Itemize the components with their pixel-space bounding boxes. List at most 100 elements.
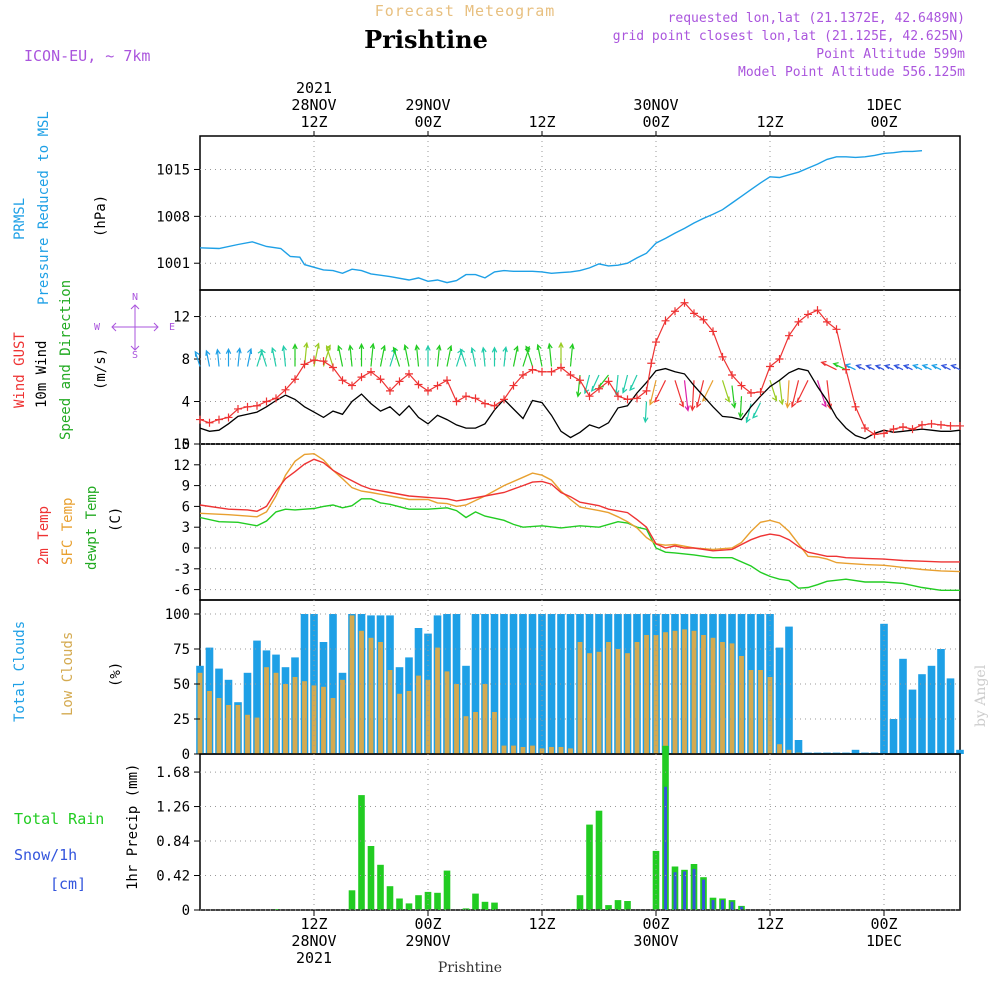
- low-cloud-bar: [501, 745, 507, 754]
- gust-marker: [319, 357, 328, 366]
- wind-arrow: [569, 343, 575, 367]
- time-axis-label: 00Z: [414, 915, 441, 933]
- time-axis-label: 1DEC: [866, 96, 902, 114]
- total-cloud-bar: [785, 626, 793, 754]
- footer-location: Prishtine: [438, 960, 502, 976]
- gust-marker: [889, 425, 898, 434]
- time-axis-label: 29NOV: [405, 932, 450, 950]
- pressure-unit: (hPa): [93, 195, 109, 237]
- low-cloud-bar: [606, 642, 611, 754]
- gust-marker: [633, 394, 641, 403]
- total-cloud-bar: [538, 614, 546, 754]
- clouds-ytick-label: 0: [182, 747, 190, 763]
- clouds-label-low: Low Clouds: [60, 632, 76, 716]
- wind-arrow: [653, 380, 667, 403]
- rain-bar: [586, 824, 593, 910]
- precip-label-rain: Total Rain: [14, 810, 104, 828]
- temp-ytick-label: 6: [182, 499, 190, 515]
- wind-ytick-label: 12: [173, 310, 190, 326]
- wind-arrow: [348, 344, 354, 367]
- temp-ytick-label: 12: [173, 458, 190, 474]
- wind-arrow: [459, 348, 467, 367]
- gust-marker: [813, 306, 822, 315]
- low-cloud-bar: [748, 670, 754, 754]
- wind-arrow: [940, 363, 951, 371]
- rain-bar: [434, 892, 441, 910]
- rain-bar: [396, 898, 403, 910]
- low-cloud-bar: [311, 685, 317, 754]
- gust-marker: [614, 392, 622, 401]
- low-cloud-bar: [197, 672, 203, 754]
- gust-marker: [680, 298, 689, 307]
- wind-ytick-label: 0: [182, 437, 190, 453]
- temp-label-sfc: SFC Temp: [60, 498, 76, 565]
- low-cloud-bar: [682, 629, 687, 754]
- low-cloud-bar: [226, 705, 231, 754]
- temp-ytick-label: 15: [173, 437, 190, 453]
- gust-marker: [842, 365, 850, 374]
- precip-label-snow: Snow/1h: [14, 846, 77, 864]
- wind-arrow: [820, 360, 837, 371]
- low-cloud-bar: [530, 745, 535, 754]
- gust-marker: [908, 425, 917, 434]
- gust-marker: [832, 325, 841, 334]
- wind-arrow: [629, 374, 638, 392]
- time-axis-label: 00Z: [870, 113, 897, 131]
- gust-marker: [243, 402, 252, 411]
- wind-arrow: [921, 363, 932, 371]
- gust-marker: [386, 386, 394, 395]
- temp-ytick-label: -3: [173, 562, 190, 578]
- low-cloud-bar: [416, 675, 421, 754]
- low-cloud-bar: [330, 698, 336, 754]
- time-axis-label: 12Z: [528, 915, 555, 933]
- gust-marker: [291, 375, 299, 384]
- gust-marker: [927, 419, 936, 428]
- wind-ytick-label: 8: [182, 352, 190, 368]
- product-title: Forecast Meteogram: [375, 2, 556, 20]
- gust-marker: [804, 310, 812, 319]
- low-cloud-bar: [235, 705, 241, 754]
- temp-label-2m: 2m Temp: [36, 506, 52, 565]
- clouds-ytick-label: 25: [173, 712, 190, 728]
- total-cloud-bar: [310, 614, 318, 754]
- total-cloud-bar: [918, 674, 926, 754]
- gust-marker: [462, 392, 470, 401]
- wind-arrow: [738, 396, 744, 419]
- wind-unit: (m/s): [93, 348, 109, 390]
- rain-bar: [576, 895, 584, 910]
- gust-marker: [528, 365, 537, 374]
- low-cloud-bar: [492, 712, 497, 754]
- gust-marker: [215, 415, 223, 424]
- wind-arrow: [745, 403, 752, 424]
- low-cloud-bar: [691, 630, 697, 754]
- wind-arrow: [558, 341, 564, 367]
- gust-marker: [756, 387, 765, 396]
- total-cloud-bar: [547, 614, 556, 754]
- low-cloud-bar: [254, 717, 260, 754]
- gust-marker: [870, 430, 879, 439]
- rain-bar: [348, 890, 356, 910]
- total-cloud-bar: [946, 678, 955, 754]
- low-cloud-bar: [511, 745, 516, 754]
- total-cloud-bar: [899, 658, 907, 754]
- gust-marker: [281, 385, 290, 394]
- rain-bar: [605, 905, 612, 910]
- time-axis-label: 2021: [296, 79, 332, 97]
- low-cloud-bar: [406, 691, 412, 754]
- total-cloud-bar: [500, 614, 508, 754]
- time-axis-label: 00Z: [642, 113, 669, 131]
- low-cloud-bar: [625, 653, 630, 754]
- wind-arrow: [855, 364, 866, 371]
- low-cloud-bar: [359, 630, 364, 754]
- gust-marker: [956, 421, 964, 430]
- low-cloud-bar: [273, 672, 279, 754]
- wind-direction-arrows: [194, 341, 961, 424]
- pressure-ytick-label: 1001: [156, 256, 190, 272]
- wind-label-gust: Wind GUST: [12, 332, 28, 408]
- wind-arrow: [752, 402, 762, 419]
- low-cloud-bar: [739, 656, 744, 754]
- low-cloud-bar: [644, 635, 649, 754]
- wind-arrow: [590, 374, 600, 392]
